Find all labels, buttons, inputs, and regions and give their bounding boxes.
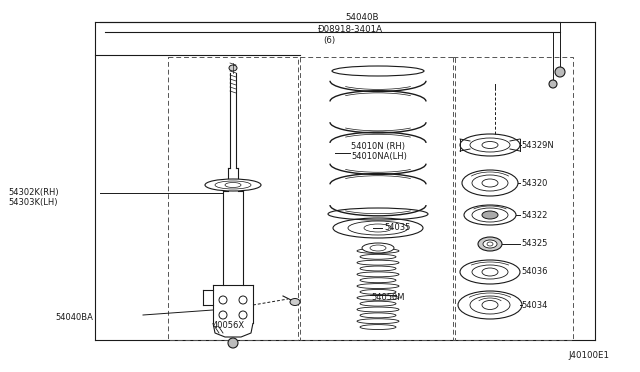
Ellipse shape bbox=[462, 170, 518, 196]
Ellipse shape bbox=[482, 211, 498, 219]
Ellipse shape bbox=[470, 138, 510, 152]
Ellipse shape bbox=[470, 296, 510, 314]
Text: 54302K(RH): 54302K(RH) bbox=[8, 189, 59, 198]
Text: 54050M: 54050M bbox=[371, 294, 404, 302]
Text: 54329N: 54329N bbox=[521, 141, 554, 150]
Text: 54040BA: 54040BA bbox=[55, 314, 93, 323]
Ellipse shape bbox=[229, 65, 237, 71]
Ellipse shape bbox=[478, 237, 502, 251]
Ellipse shape bbox=[472, 208, 508, 222]
Text: 54035: 54035 bbox=[384, 224, 410, 232]
Text: 54325: 54325 bbox=[521, 240, 547, 248]
Ellipse shape bbox=[472, 175, 508, 191]
Bar bbox=[453, 57, 573, 340]
Text: 54322: 54322 bbox=[521, 211, 547, 219]
Ellipse shape bbox=[205, 179, 261, 191]
Ellipse shape bbox=[460, 134, 520, 156]
Text: 54040B: 54040B bbox=[345, 13, 378, 22]
Text: 54303K(LH): 54303K(LH) bbox=[8, 199, 58, 208]
Text: 40056X: 40056X bbox=[213, 321, 245, 330]
Text: 54010NA(LH): 54010NA(LH) bbox=[351, 153, 407, 161]
Text: Ð08918-3401A: Ð08918-3401A bbox=[318, 25, 383, 33]
Ellipse shape bbox=[290, 298, 300, 305]
Ellipse shape bbox=[483, 240, 497, 248]
Ellipse shape bbox=[362, 243, 394, 253]
Text: 54010N (RH): 54010N (RH) bbox=[351, 142, 405, 151]
Ellipse shape bbox=[458, 291, 522, 319]
Bar bbox=[168, 57, 298, 340]
Text: 54034: 54034 bbox=[521, 301, 547, 310]
Ellipse shape bbox=[464, 205, 516, 225]
Ellipse shape bbox=[472, 265, 508, 279]
Text: 54320: 54320 bbox=[521, 179, 547, 187]
Ellipse shape bbox=[555, 67, 565, 77]
Ellipse shape bbox=[228, 338, 238, 348]
Text: (6): (6) bbox=[323, 36, 335, 45]
Text: 54036: 54036 bbox=[521, 267, 547, 276]
Bar bbox=[300, 57, 455, 340]
Text: J40100E1: J40100E1 bbox=[568, 350, 609, 359]
Ellipse shape bbox=[549, 80, 557, 88]
Ellipse shape bbox=[460, 260, 520, 284]
